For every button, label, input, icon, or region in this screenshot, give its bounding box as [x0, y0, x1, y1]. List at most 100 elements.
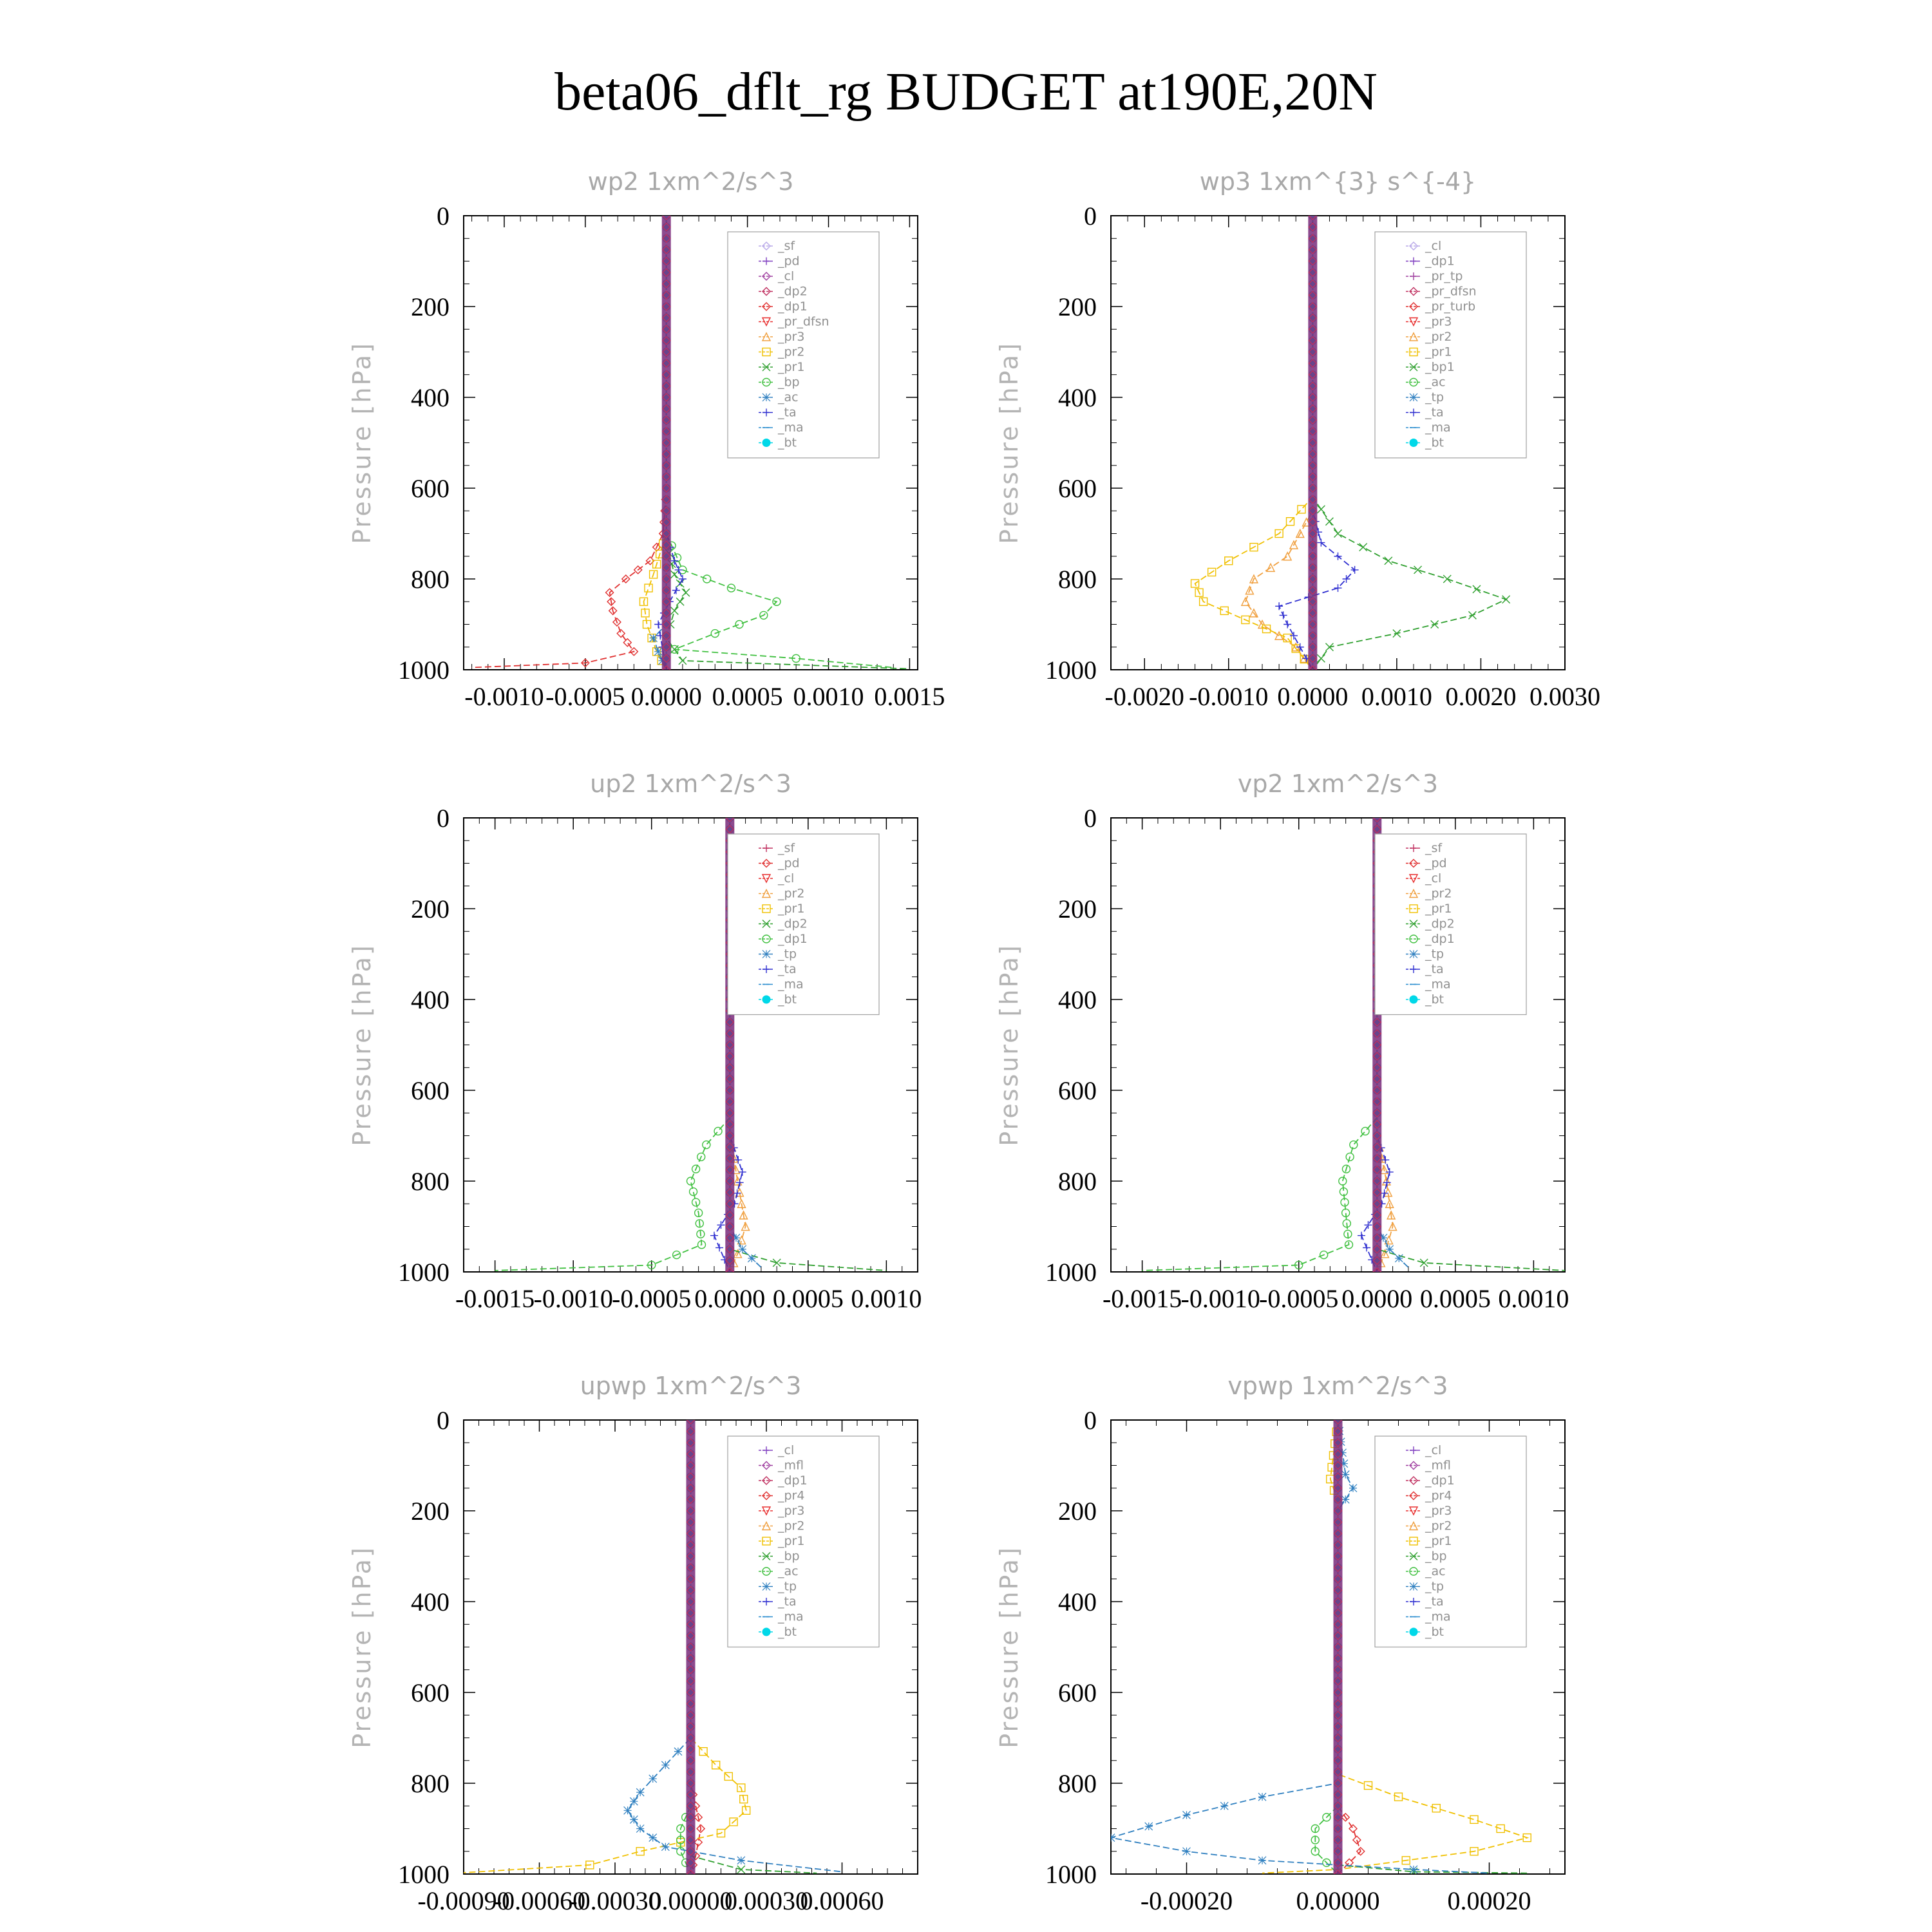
zero-line-marker: [1308, 325, 1318, 334]
zero-line-marker: [1308, 415, 1318, 425]
zero-line-marker: [1372, 1097, 1382, 1106]
legend-entry-label: _cl: [1425, 239, 1441, 253]
series-point: [654, 647, 663, 656]
legend-swatch-marker: [1408, 888, 1419, 898]
y-tick-label: 200: [1058, 292, 1097, 321]
series-point: [1522, 1833, 1531, 1842]
x-tick-label: 0.00000: [649, 1886, 733, 1915]
legend-entry-label: _ma: [1425, 421, 1451, 435]
zero-line-marker: [661, 313, 671, 323]
zero-line-marker: [1308, 347, 1318, 357]
y-axis-label: Pressure [hPa]: [348, 943, 376, 1146]
zero-line-marker: [1308, 654, 1318, 663]
series-point: [1341, 1495, 1350, 1504]
legend-swatch-marker: [762, 1627, 771, 1636]
zero-line-marker: [1333, 1574, 1343, 1584]
legend-entry-label: _dp1: [1425, 254, 1455, 269]
series-point: [1380, 1249, 1390, 1258]
legend-box: [727, 833, 880, 1016]
series-point: [734, 1156, 743, 1164]
series-point: [1258, 1792, 1267, 1801]
legend-entry-label: _mfl: [1425, 1459, 1451, 1473]
zero-line-marker: [686, 1835, 696, 1845]
legend-swatch-marker: [762, 1491, 771, 1501]
series-point: [1283, 633, 1292, 643]
legend-entry-label: _tp: [777, 947, 797, 961]
series-point: [791, 654, 800, 663]
series-point: [661, 1842, 670, 1852]
zero-line-marker: [686, 1586, 696, 1595]
legend-swatch-marker: [762, 1446, 770, 1454]
y-tick-label: 400: [411, 1587, 450, 1616]
series-point: [1224, 556, 1233, 565]
y-tick-label: 600: [411, 1076, 450, 1105]
legend: _cl_mfl_dp1_pr4_pr3_pr2_pr1_bp_ac_tp_ta_…: [727, 1435, 880, 1648]
series-point: [1338, 1448, 1347, 1457]
x-tick-label: 0.0030: [1530, 682, 1600, 711]
zero-line-marker: [686, 1449, 696, 1459]
y-tick-label: 0: [437, 1406, 450, 1435]
legend-swatch-marker: [1409, 1582, 1418, 1591]
zero-line-marker: [1333, 1801, 1343, 1811]
series-point: [1289, 540, 1299, 549]
panel-subtitle: vp2 1xm^2/s^3: [1238, 770, 1438, 798]
series-line: [665, 216, 894, 668]
series-point: [702, 1140, 711, 1150]
legend-box: [1374, 1435, 1527, 1648]
x-tick-label: 0.00020: [1448, 1886, 1531, 1915]
series-point: [733, 1249, 743, 1258]
legend-entry-label: _cl: [1425, 871, 1441, 886]
legend-entry-label: _ta: [1425, 962, 1444, 976]
zero-line-marker: [725, 1142, 735, 1152]
legend-entry-label: _tp: [1425, 1580, 1444, 1594]
legend-swatch-marker: [762, 920, 771, 928]
zero-line-marker: [686, 1563, 696, 1573]
legend-swatch-marker: [761, 317, 772, 327]
zero-line-marker: [1333, 1631, 1343, 1640]
y-tick-label: 800: [411, 1769, 450, 1798]
series-point: [1340, 1198, 1349, 1207]
zero-line-marker: [1372, 1244, 1382, 1254]
series-point: [661, 1761, 670, 1770]
series-point: [585, 1861, 594, 1870]
legend-swatch-marker: [1409, 1567, 1418, 1576]
series-point: [759, 611, 768, 620]
series-point: [1470, 1847, 1479, 1856]
legend-entry-label: _tp: [1425, 947, 1444, 961]
series-point: [716, 1828, 726, 1838]
series-point: [694, 1812, 703, 1822]
legend-entry-label: _ma: [777, 421, 804, 435]
legend-swatch-marker: [1409, 1461, 1418, 1470]
y-tick-label: 800: [411, 1167, 450, 1196]
series-point: [649, 1833, 658, 1842]
legend-swatch-marker: [762, 844, 770, 852]
zero-line-marker: [661, 517, 671, 527]
legend-entry-label: _pr4: [777, 1489, 804, 1503]
series-point: [737, 1856, 746, 1865]
legend-entry-label: _dp2: [1425, 917, 1455, 931]
zero-line-marker: [1333, 1563, 1343, 1573]
series-point: [645, 556, 655, 565]
legend: _sf _pd_cl_pr2_pr1_dp2_dp1_tp_ta _ma_bt: [1374, 833, 1527, 1016]
series-point: [1195, 588, 1204, 597]
series-point: [1311, 1835, 1320, 1844]
series-point: [623, 1806, 632, 1815]
legend-entry-label: _cl: [777, 1443, 794, 1457]
legend-entry-label: _sf: [1425, 841, 1443, 855]
series-point: [739, 1210, 748, 1220]
zero-line-marker: [686, 1506, 696, 1515]
legend-swatch-marker: [1408, 317, 1419, 327]
series-point: [1338, 1177, 1347, 1186]
y-tick-label: 1000: [1045, 1860, 1097, 1889]
panel-subtitle: upwp 1xm^2/s^3: [580, 1372, 802, 1400]
series-point: [1190, 579, 1200, 588]
zero-line-marker: [1308, 484, 1318, 493]
series-point: [1283, 620, 1292, 629]
x-tick-label: 0.0000: [631, 682, 702, 711]
zero-line-marker: [661, 642, 671, 652]
zero-line-marker: [686, 1438, 696, 1448]
legend-entry-label: _dp1: [777, 1473, 808, 1488]
series-point: [670, 556, 679, 565]
series-point: [616, 629, 626, 638]
panel-subtitle: wp3 1xm^{3} s^{-4}: [1200, 167, 1476, 196]
